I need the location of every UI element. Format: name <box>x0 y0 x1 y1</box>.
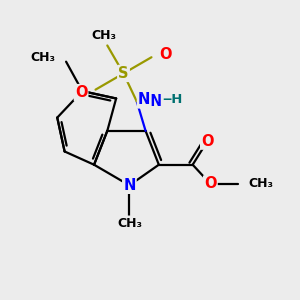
Text: CH₃: CH₃ <box>31 51 56 64</box>
Text: S: S <box>118 66 129 81</box>
Text: ‒H: ‒H <box>162 93 182 106</box>
Text: CH₃: CH₃ <box>249 177 274 190</box>
Text: N: N <box>138 92 150 107</box>
Text: O: O <box>204 176 217 191</box>
Text: N: N <box>123 178 136 193</box>
Text: NH: NH <box>150 94 175 109</box>
Text: CH₃: CH₃ <box>92 29 117 42</box>
Text: O: O <box>75 85 87 100</box>
Text: O: O <box>201 134 214 149</box>
Text: O: O <box>160 47 172 62</box>
Text: CH₃: CH₃ <box>117 217 142 230</box>
